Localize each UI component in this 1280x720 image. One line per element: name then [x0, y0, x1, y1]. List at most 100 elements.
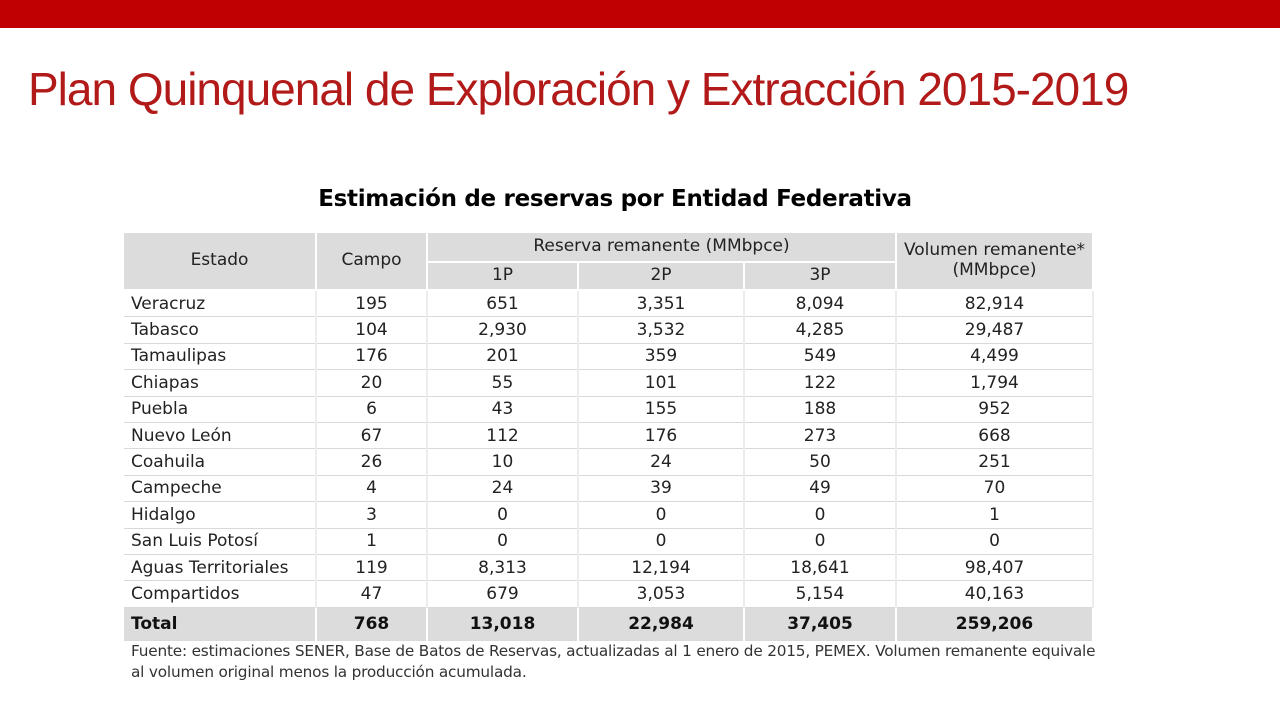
cell-1p: 10	[427, 448, 579, 476]
cell-2p: 24	[578, 448, 745, 476]
cell-1p: 0	[427, 528, 579, 555]
cell-3p: 549	[744, 343, 897, 371]
cell-2p: 39	[578, 475, 745, 503]
cell-1p: 2,930	[427, 316, 579, 344]
cell-2p: 0	[578, 501, 745, 529]
total-cell-estado: Total	[124, 607, 317, 641]
cell-2p: 12,194	[578, 554, 745, 582]
cell-3p: 18,641	[744, 554, 897, 582]
header-estado: Estado	[124, 233, 317, 291]
total-cell-3p: 37,405	[744, 607, 897, 641]
table-row: Hidalgo 3 0 0 0 1	[124, 501, 1094, 529]
cell-2p: 155	[578, 396, 745, 423]
cell-estado: Puebla	[124, 396, 317, 423]
cell-estado: Tamaulipas	[124, 343, 317, 371]
table-row: Tamaulipas 176 201 359 549 4,499	[124, 343, 1094, 371]
cell-estado: Veracruz	[124, 290, 317, 318]
cell-1p: 55	[427, 369, 579, 397]
cell-2p: 359	[578, 343, 745, 371]
cell-estado: Tabasco	[124, 316, 317, 344]
cell-3p: 0	[744, 501, 897, 529]
cell-campo: 195	[316, 290, 428, 318]
table-row: Coahuila 26 10 24 50 251	[124, 448, 1094, 476]
cell-2p: 101	[578, 369, 745, 397]
total-row: Total 768 13,018 22,984 37,405 259,206	[124, 607, 1094, 641]
cell-2p: 3,532	[578, 316, 745, 344]
cell-estado: Aguas Territoriales	[124, 554, 317, 582]
table-row: Puebla 6 43 155 188 952	[124, 396, 1094, 423]
table-row: San Luis Potosí 1 0 0 0 0	[124, 528, 1094, 555]
cell-campo: 4	[316, 475, 428, 503]
header-volumen-remanente: Volumen remanente* (MMbpce)	[896, 233, 1094, 291]
cell-3p: 273	[744, 422, 897, 450]
header-reserva-remanente: Reserva remanente (MMbpce)	[427, 233, 897, 263]
cell-volumen: 82,914	[896, 290, 1094, 318]
cell-volumen: 70	[896, 475, 1094, 503]
cell-3p: 188	[744, 396, 897, 423]
header-2p: 2P	[578, 262, 745, 291]
cell-campo: 6	[316, 396, 428, 423]
table-header: Estado Campo Reserva remanente (MMbpce) …	[124, 233, 1094, 291]
cell-volumen: 251	[896, 448, 1094, 476]
cell-estado: San Luis Potosí	[124, 528, 317, 555]
cell-volumen: 0	[896, 528, 1094, 555]
cell-3p: 4,285	[744, 316, 897, 344]
top-accent-bar	[0, 0, 1280, 28]
cell-campo: 3	[316, 501, 428, 529]
cell-volumen: 29,487	[896, 316, 1094, 344]
cell-1p: 24	[427, 475, 579, 503]
total-cell-campo: 768	[316, 607, 428, 641]
cell-1p: 0	[427, 501, 579, 529]
cell-1p: 201	[427, 343, 579, 371]
cell-estado: Hidalgo	[124, 501, 317, 529]
cell-campo: 119	[316, 554, 428, 582]
header-3p: 3P	[744, 262, 897, 291]
cell-estado: Campeche	[124, 475, 317, 503]
cell-2p: 3,053	[578, 580, 745, 608]
table-row: Veracruz 195 651 3,351 8,094 82,914	[124, 290, 1094, 318]
table-row: Nuevo León 67 112 176 273 668	[124, 422, 1094, 450]
cell-estado: Chiapas	[124, 369, 317, 397]
total-cell-1p: 13,018	[427, 607, 579, 641]
cell-volumen: 1,794	[896, 369, 1094, 397]
cell-3p: 49	[744, 475, 897, 503]
cell-3p: 8,094	[744, 290, 897, 318]
cell-2p: 176	[578, 422, 745, 450]
cell-estado: Coahuila	[124, 448, 317, 476]
cell-estado: Compartidos	[124, 580, 317, 608]
cell-volumen: 98,407	[896, 554, 1094, 582]
cell-volumen: 40,163	[896, 580, 1094, 608]
table-body: Veracruz 195 651 3,351 8,094 82,914 Tabasco 104…	[124, 290, 1094, 641]
cell-campo: 176	[316, 343, 428, 371]
cell-campo: 47	[316, 580, 428, 608]
table-row: Aguas Territoriales 119 8,313 12,194 18,641 9…	[124, 554, 1094, 582]
total-cell-2p: 22,984	[578, 607, 745, 641]
table-row: Compartidos 47 679 3,053 5,154 40,163	[124, 580, 1094, 608]
reserves-table: Estado Campo Reserva remanente (MMbpce) …	[124, 233, 1094, 641]
total-cell-volumen: 259,206	[896, 607, 1094, 641]
cell-campo: 1	[316, 528, 428, 555]
cell-campo: 20	[316, 369, 428, 397]
cell-estado: Nuevo León	[124, 422, 317, 450]
source-note: Fuente: estimaciones SENER, Base de Bato…	[131, 642, 1096, 681]
header-campo: Campo	[316, 233, 428, 291]
cell-1p: 8,313	[427, 554, 579, 582]
cell-1p: 679	[427, 580, 579, 608]
table-row: Chiapas 20 55 101 122 1,794	[124, 369, 1094, 397]
cell-volumen: 4,499	[896, 343, 1094, 371]
reserves-table-container: Estado Campo Reserva remanente (MMbpce) …	[124, 233, 1094, 641]
cell-campo: 26	[316, 448, 428, 476]
cell-1p: 43	[427, 396, 579, 423]
table-row: Tabasco 104 2,930 3,532 4,285 29,487	[124, 316, 1094, 344]
cell-3p: 122	[744, 369, 897, 397]
cell-volumen: 1	[896, 501, 1094, 529]
header-volumen-line2: (MMbpce)	[952, 260, 1037, 280]
cell-volumen: 952	[896, 396, 1094, 423]
cell-campo: 104	[316, 316, 428, 344]
cell-volumen: 668	[896, 422, 1094, 450]
cell-2p: 0	[578, 528, 745, 555]
cell-3p: 5,154	[744, 580, 897, 608]
cell-campo: 67	[316, 422, 428, 450]
table-row: Campeche 4 24 39 49 70	[124, 475, 1094, 503]
slide-title: Plan Quinquenal de Exploración y Extracc…	[28, 63, 1129, 115]
